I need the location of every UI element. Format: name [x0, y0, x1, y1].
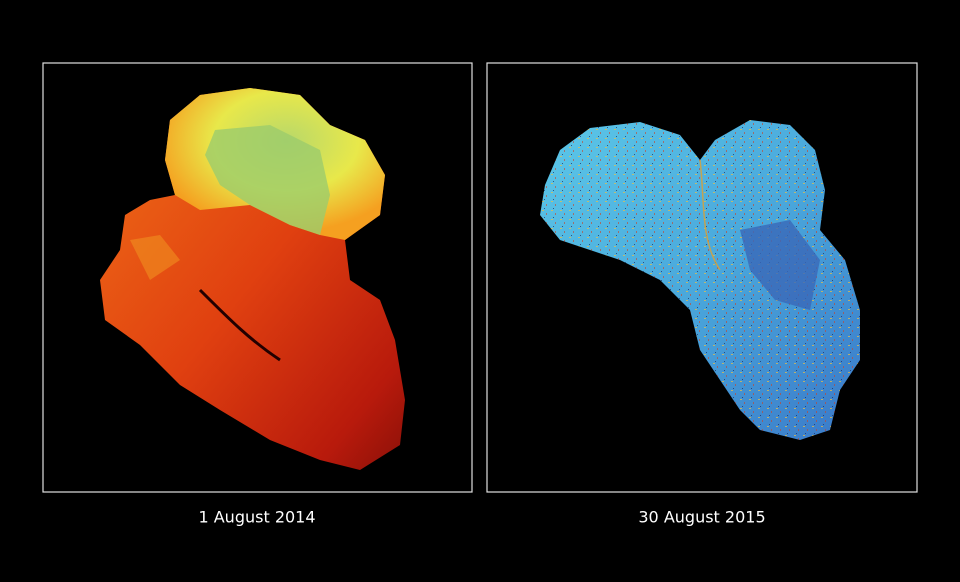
warm-patch	[130, 235, 180, 280]
warm-edge	[699, 159, 721, 271]
caption: 1 August 2014	[198, 508, 315, 527]
cool-region	[205, 125, 330, 235]
caption: 30 August 2015	[638, 508, 765, 527]
texture	[540, 120, 860, 440]
shadow-crack	[198, 288, 281, 362]
cold-region	[740, 220, 820, 310]
